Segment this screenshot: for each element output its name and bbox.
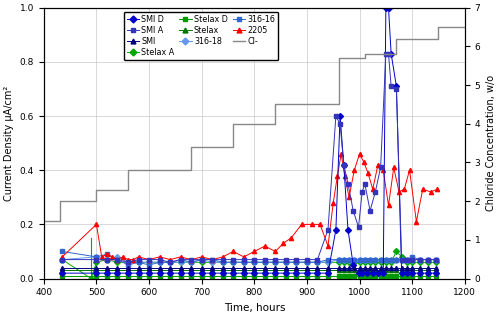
Legend: SMI D, SMI A, SMI, Stelax A, Stelax D, Stelax, 316-18, 316-16, 2205, Cl-: SMI D, SMI A, SMI, Stelax A, Stelax D, S…: [124, 12, 278, 60]
Y-axis label: Chloride Concentration, w/o: Chloride Concentration, w/o: [486, 75, 496, 211]
Y-axis label: Current Density μA/cm²: Current Density μA/cm²: [4, 86, 14, 201]
X-axis label: Time, hours: Time, hours: [224, 303, 285, 313]
